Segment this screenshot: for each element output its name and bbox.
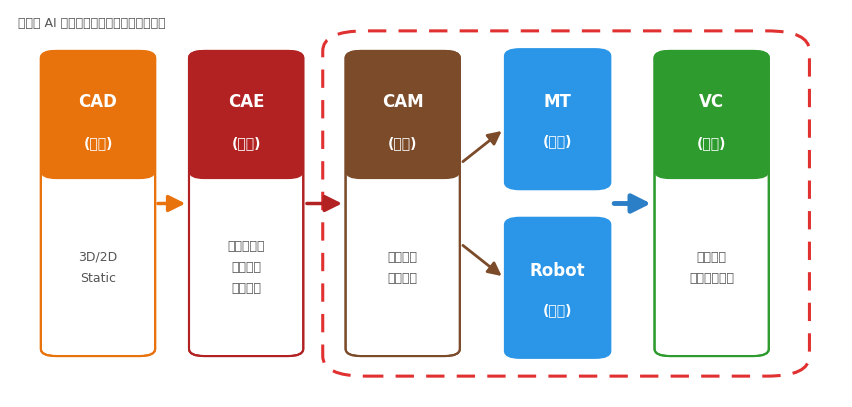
FancyBboxPatch shape xyxy=(189,51,303,179)
Text: CAD: CAD xyxy=(78,93,118,111)
FancyBboxPatch shape xyxy=(189,51,303,356)
Text: (生產): (生產) xyxy=(543,135,573,149)
FancyBboxPatch shape xyxy=(41,51,155,179)
Text: (生產): (生產) xyxy=(543,303,573,317)
Text: (規劃): (規劃) xyxy=(697,136,727,150)
FancyBboxPatch shape xyxy=(504,49,611,189)
FancyBboxPatch shape xyxy=(346,51,460,179)
Text: CAE: CAE xyxy=(227,93,264,111)
Text: 3D/2D
Static: 3D/2D Static xyxy=(78,251,118,284)
Text: 產線規劃
產品週期管理: 產線規劃 產品週期管理 xyxy=(689,251,734,284)
Text: CAM: CAM xyxy=(382,93,423,111)
FancyBboxPatch shape xyxy=(654,51,769,356)
Text: VC: VC xyxy=(699,93,724,111)
FancyBboxPatch shape xyxy=(654,51,769,179)
Text: (製造): (製造) xyxy=(388,136,417,150)
Text: 機器語言
模擬環境: 機器語言 模擬環境 xyxy=(388,251,417,284)
Text: 運動學分析
概念動畫
仿真模擬: 運動學分析 概念動畫 仿真模擬 xyxy=(227,240,265,295)
Text: (驗證): (驗證) xyxy=(232,136,261,150)
Text: (設計): (設計) xyxy=(83,136,112,150)
Text: 所羅門 AI 視覺提供數位製造完整解決方案: 所羅門 AI 視覺提供數位製造完整解決方案 xyxy=(18,17,165,30)
FancyBboxPatch shape xyxy=(504,218,611,358)
Text: Robot: Robot xyxy=(530,262,585,280)
FancyBboxPatch shape xyxy=(346,51,460,356)
FancyBboxPatch shape xyxy=(41,51,155,356)
Text: MT: MT xyxy=(544,93,572,112)
